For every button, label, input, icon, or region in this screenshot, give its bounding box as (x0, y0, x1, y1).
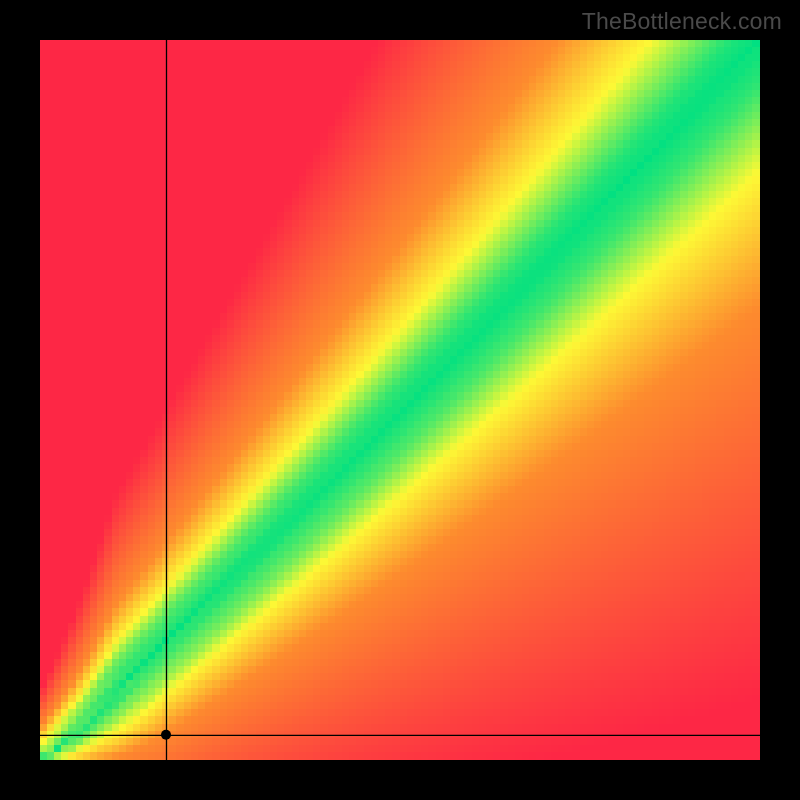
watermark-text: TheBottleneck.com (582, 8, 782, 35)
bottleneck-heatmap-container (40, 40, 760, 760)
bottleneck-heatmap-canvas (40, 40, 760, 760)
